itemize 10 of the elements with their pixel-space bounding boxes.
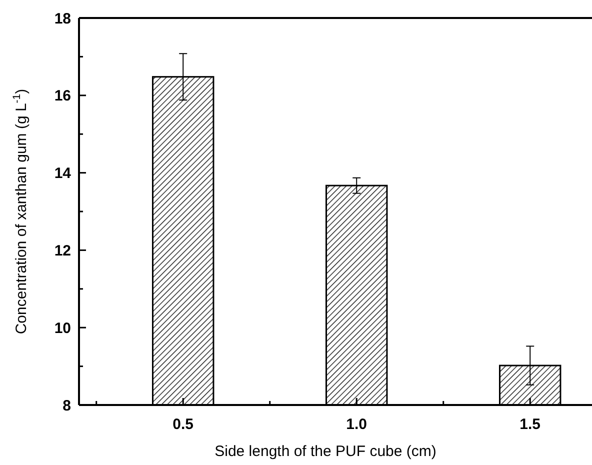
y-tick-label: 10 xyxy=(54,320,71,337)
x-tick-label: 1.5 xyxy=(520,416,541,433)
y-tick-label: 14 xyxy=(54,165,72,182)
x-tick-label: 0.5 xyxy=(172,416,194,433)
y-tick-label: 16 xyxy=(54,88,71,105)
y-tick-label: 18 xyxy=(54,10,71,28)
x-axis-title: Side length of the PUF cube (cm) xyxy=(214,443,436,460)
x-tick-label: 1.0 xyxy=(346,416,368,433)
y-tick-label: 12 xyxy=(54,242,71,260)
y-tick-label: 8 xyxy=(62,397,71,414)
